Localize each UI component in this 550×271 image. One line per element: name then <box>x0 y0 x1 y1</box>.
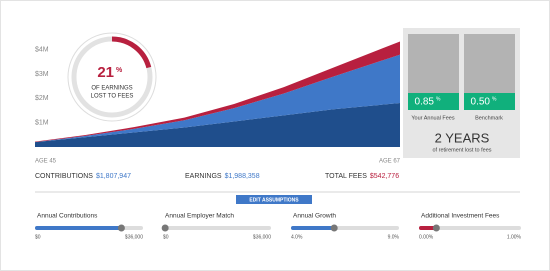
x-tick-label: AGE 67 <box>379 159 401 165</box>
comparison-unit: % <box>492 96 497 102</box>
y-tick-label: $4M <box>35 47 49 54</box>
edit-button-label[interactable]: EDIT ASSUMPTIONS <box>249 197 299 203</box>
slider-fill <box>291 226 335 230</box>
total-amount: $542,776 <box>370 173 399 180</box>
total-label: EARNINGS <box>185 173 222 180</box>
slider-handle[interactable] <box>161 224 169 232</box>
slider-label: Additional Investment Fees <box>421 213 500 220</box>
slider-label: Annual Growth <box>293 213 336 220</box>
y-tick-label: $2M <box>35 95 49 102</box>
slider-max: 9.0% <box>388 234 400 240</box>
comparison-unit: % <box>436 96 441 102</box>
comparison-label: Your Annual Fees <box>411 115 454 121</box>
donut-caption: LOST TO FEES <box>91 94 134 100</box>
donut-background <box>67 32 157 122</box>
slider-fill <box>419 226 437 230</box>
donut-unit: % <box>116 67 123 74</box>
slider-min: $0 <box>163 234 169 240</box>
comparison-badge <box>408 93 459 110</box>
total: EARNINGS $1,988,358 <box>185 173 260 180</box>
slider-fill <box>35 226 122 230</box>
years: 2 YEARS <box>435 130 490 145</box>
total-label: CONTRIBUTIONS <box>35 173 93 180</box>
total: TOTAL FEES $542,776 <box>325 173 399 180</box>
slider-max: 1.00% <box>507 234 522 240</box>
years-caption: of retirement lost to fees <box>433 147 492 153</box>
slider-handle[interactable] <box>330 224 338 232</box>
comparison-value: 0.50 <box>471 97 491 108</box>
slider-max: $36,000 <box>253 234 271 240</box>
donut-arc <box>111 36 152 69</box>
slider-handle[interactable] <box>432 224 440 232</box>
y-tick-label: $3M <box>35 71 49 78</box>
area <box>35 54 400 143</box>
comparison-value: 0.85 <box>415 97 435 108</box>
slider-handle[interactable] <box>117 224 125 232</box>
y-tick-label: $1M <box>35 120 49 127</box>
x-tick-label: AGE 45 <box>35 159 57 165</box>
donut-caption: OF EARNINGS <box>91 86 132 92</box>
comparison-label: Benchmark <box>475 115 503 121</box>
slider-min: 4.0% <box>291 234 303 240</box>
slider-min: 0.00% <box>419 234 434 240</box>
area <box>35 102 400 147</box>
total: CONTRIBUTIONS $1,807,947 <box>35 173 131 180</box>
comparison-badge <box>464 93 515 110</box>
slider-min: $0 <box>35 234 41 240</box>
slider-track[interactable] <box>419 226 521 230</box>
total-label: TOTAL FEES <box>325 173 367 180</box>
total-amount: $1,988,358 <box>225 173 260 180</box>
total-amount: $1,807,947 <box>96 173 131 180</box>
edit-button[interactable] <box>236 195 312 204</box>
slider-max: $36,000 <box>125 234 143 240</box>
slider-track[interactable] <box>163 226 271 230</box>
donut-value: 21 <box>97 64 114 81</box>
slider-label: Annual Employer Match <box>165 213 234 220</box>
slider-label: Annual Contributions <box>37 213 98 220</box>
